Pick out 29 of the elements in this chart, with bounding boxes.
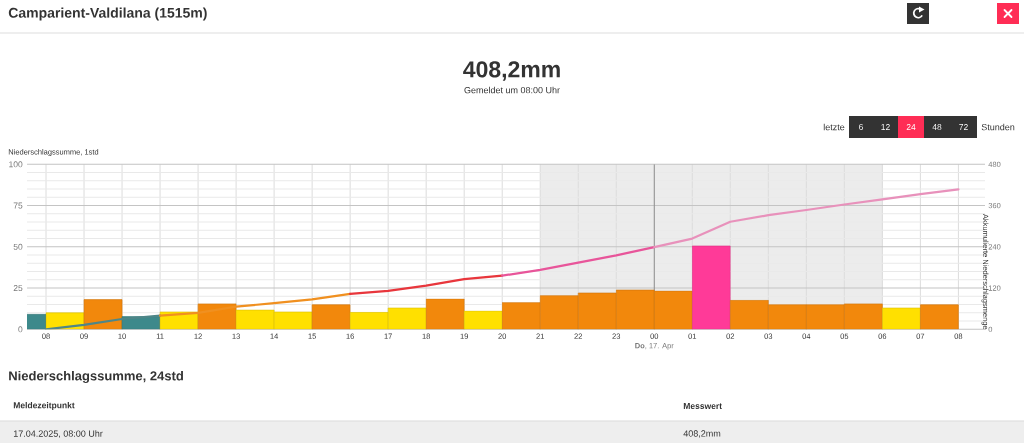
- text: 24: [906, 124, 916, 130]
- line-series: [501, 246, 656, 277]
- text: Messwert: [683, 403, 722, 409]
- chart-title: Camparient-Valdilana (1515m): [8, 7, 207, 21]
- y-tick-label: 100: [9, 161, 23, 168]
- line-series: [44, 314, 162, 330]
- y-tick-label: 0: [18, 326, 23, 333]
- bar: [83, 299, 123, 330]
- y-tick-label: 50: [13, 243, 23, 250]
- bar: [463, 310, 503, 330]
- y-tick-label: 25: [13, 285, 23, 292]
- text: 6: [859, 123, 863, 131]
- text: Gemeldet um 08:00 Uhr: [464, 86, 560, 94]
- text: 17.04.2025, 08:00 Uhr: [13, 430, 103, 438]
- line-series: [158, 292, 352, 317]
- text: 12: [881, 124, 890, 130]
- text: 72: [959, 124, 968, 130]
- text: 408,2mm: [683, 430, 721, 438]
- text: Niederschlagssumme, 24std: [9, 370, 183, 384]
- text: Stunden: [981, 123, 1015, 131]
- chart-subtitle: 408,2mm: [463, 61, 560, 81]
- bar: [691, 245, 731, 330]
- text: Meldezeitpunkt: [13, 402, 75, 410]
- line-series: [349, 274, 504, 295]
- y-tick-label: 75: [13, 202, 23, 209]
- text: 48: [932, 123, 942, 131]
- bar: [920, 304, 959, 330]
- text: letzte: [823, 123, 845, 131]
- line-series: [653, 188, 960, 249]
